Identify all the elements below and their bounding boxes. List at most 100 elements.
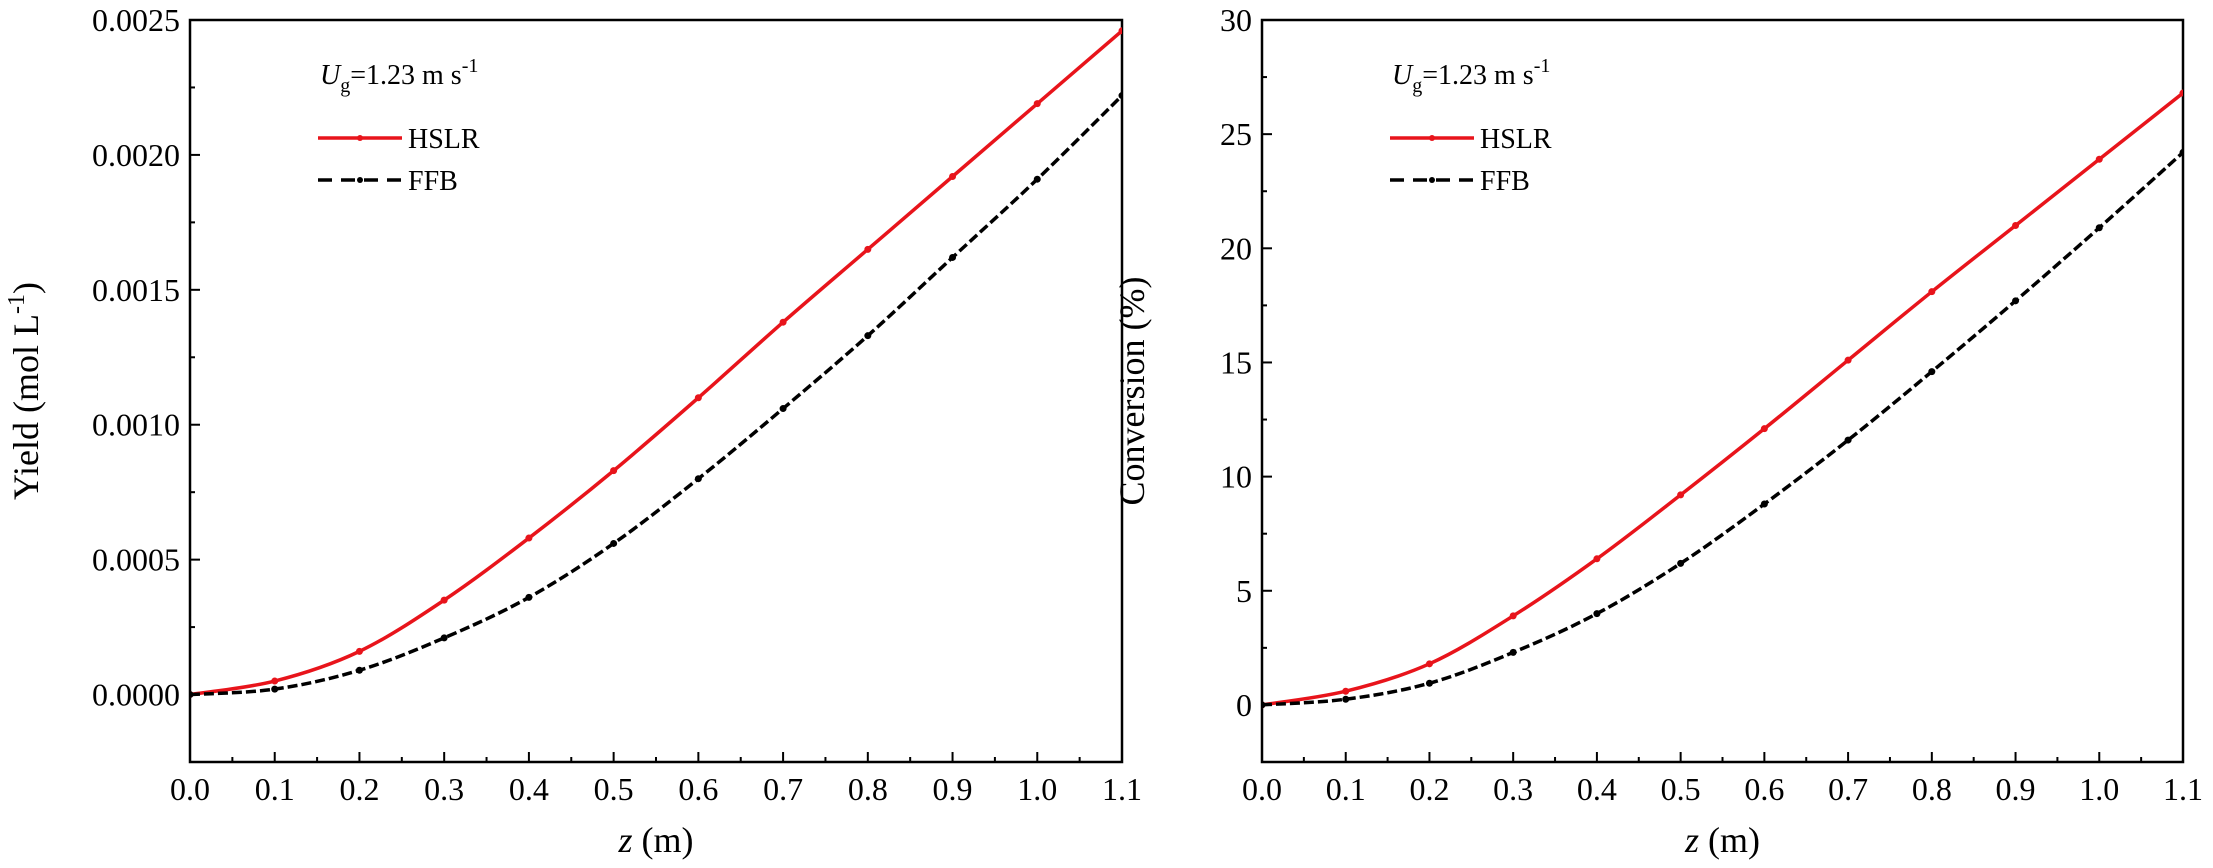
velocity-annotation: Ug=1.23 m s-1 [1392, 55, 1550, 97]
data-point [2012, 297, 2020, 305]
data-point [1033, 100, 1041, 108]
annotation-sup: -1 [1534, 55, 1551, 77]
annotation-var: U [1392, 60, 1414, 91]
y-tick-label: 0.0020 [92, 137, 180, 173]
x-tick-label: 1.1 [1102, 771, 1142, 807]
series-line [1262, 151, 2183, 707]
y-tick-label: 25 [1220, 116, 1252, 152]
legend-label: HSLR [408, 124, 480, 155]
x-tick-label: 0.4 [509, 771, 549, 807]
data-point [271, 677, 279, 685]
y-tick-label: 15 [1220, 344, 1252, 380]
series-ffb [1262, 148, 2183, 709]
data-point [440, 634, 448, 642]
data-point [1593, 610, 1601, 618]
data-point [1262, 701, 1266, 709]
y-tick-label: 30 [1220, 2, 1252, 38]
chart-panel-2: 0.0 0.1 0.2 0.3 0.4 0.5 0.6 0.7 0.8 0.9 1.0 1.1 0 5 10… [1112, 2, 2203, 860]
x-axis-title-var: z [618, 820, 633, 860]
data-point [1677, 559, 1685, 567]
x-tick-label: 0.8 [1912, 771, 1952, 807]
legend-item-ffb: FFB [1390, 166, 1530, 197]
legend-label: FFB [1480, 166, 1530, 197]
x-axis-title: z (m) [1684, 820, 1760, 860]
data-point [1509, 612, 1517, 620]
x-tick-label: 0.0 [170, 771, 210, 807]
y-axis-title: Conversion (%) [1112, 277, 1152, 506]
y-axis-title-suffix: ) [6, 282, 46, 294]
data-point [949, 253, 957, 261]
series-line [190, 29, 1122, 697]
y-tick-label: 0.0015 [92, 272, 180, 308]
legend-label: HSLR [1480, 124, 1552, 155]
x-tick-label: 0.3 [424, 771, 464, 807]
data-point [864, 245, 872, 253]
x-tick-label: 0.6 [678, 771, 718, 807]
velocity-annotation: Ug=1.23 m s-1 [320, 55, 478, 97]
series-line [1262, 91, 2183, 707]
data-point [779, 405, 787, 413]
annotation-text: =1.23 m s [350, 60, 461, 91]
y-tick-label: 0.0005 [92, 542, 180, 578]
data-point [1342, 695, 1350, 703]
x-axis-title-var: z [1684, 820, 1699, 860]
x-tick-label: 0.1 [1326, 771, 1366, 807]
plot-frame [1260, 18, 2185, 764]
data-point [1342, 687, 1350, 695]
data-point [949, 172, 957, 180]
data-point [1760, 500, 1768, 508]
legend-marker [357, 177, 363, 183]
data-point [694, 475, 702, 483]
data-point [779, 318, 787, 326]
annotation-var: U [320, 60, 342, 91]
data-point [1509, 648, 1517, 656]
x-tick-label: 0.1 [255, 771, 295, 807]
legend-item-hslr: HSLR [318, 124, 480, 155]
data-point [355, 647, 363, 655]
data-point [694, 394, 702, 402]
plot-area [190, 27, 1122, 699]
x-tick-label: 0.7 [763, 771, 803, 807]
data-point [2179, 89, 2183, 97]
y-tick-label: 0.0000 [92, 677, 180, 713]
y-tick-label: 0 [1236, 687, 1252, 723]
x-tick-label: 0.5 [1661, 771, 1701, 807]
data-point [355, 666, 363, 674]
annotation-sub: g [340, 75, 350, 97]
series-hslr [1262, 89, 2183, 709]
x-axis-title-unit: (m) [633, 820, 694, 860]
x-tick-label: 0.9 [933, 771, 973, 807]
data-point [1118, 92, 1122, 100]
x-tick-label: 0.4 [1577, 771, 1617, 807]
data-point [2095, 155, 2103, 163]
x-axis-title-unit: (m) [1699, 820, 1760, 860]
series-hslr [190, 27, 1122, 699]
data-point [1593, 555, 1601, 563]
x-tick-label: 0.8 [848, 771, 888, 807]
annotation-sub: g [1412, 75, 1422, 97]
legend-marker [1429, 177, 1435, 183]
data-point [525, 534, 533, 542]
y-axis-title: Yield (mol L-1) [4, 282, 46, 500]
plot-frame [188, 18, 1124, 764]
y-tick-label: 0.0025 [92, 2, 180, 38]
x-tick-label: 0.2 [339, 771, 379, 807]
data-point [1118, 27, 1122, 35]
y-tick-label: 5 [1236, 573, 1252, 609]
data-point [1844, 436, 1852, 444]
data-point [2095, 224, 2103, 232]
data-point [2012, 221, 2020, 229]
legend-marker [1429, 135, 1435, 141]
y-tick-label: 10 [1220, 459, 1252, 495]
data-point [1928, 288, 1936, 296]
data-point [1425, 660, 1433, 668]
y-tick-label: 20 [1220, 230, 1252, 266]
data-point [1425, 679, 1433, 687]
data-point [864, 332, 872, 340]
x-tick-label: 0.3 [1493, 771, 1533, 807]
data-point [190, 691, 194, 699]
data-point [525, 593, 533, 601]
series-line [190, 94, 1122, 697]
x-tick-label: 0.6 [1744, 771, 1784, 807]
